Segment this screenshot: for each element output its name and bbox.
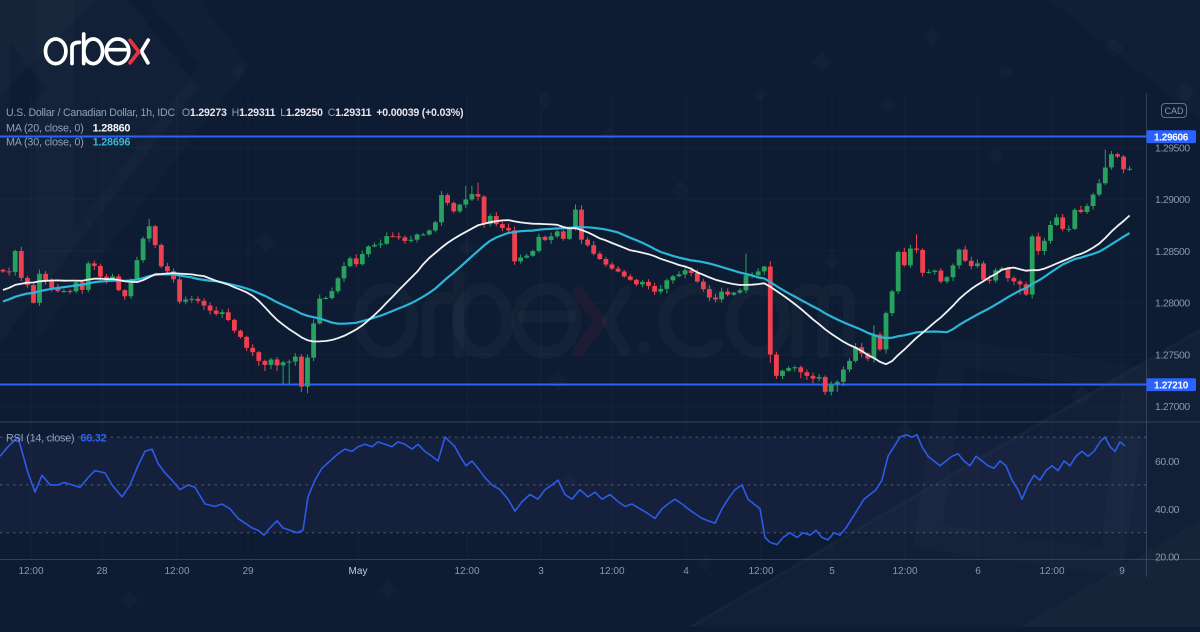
svg-text:12:00: 12:00 bbox=[1039, 566, 1064, 577]
svg-text:29: 29 bbox=[242, 566, 254, 577]
svg-text:12:00: 12:00 bbox=[454, 566, 479, 577]
svg-text:9: 9 bbox=[1119, 566, 1125, 577]
svg-text:1.27000: 1.27000 bbox=[1155, 402, 1190, 413]
svg-text:1.28000: 1.28000 bbox=[1155, 299, 1190, 310]
svg-text:MA (30, close, 0)1.28696: MA (30, close, 0) 1.28696 bbox=[6, 137, 130, 149]
svg-text:1.29000: 1.29000 bbox=[1155, 195, 1190, 206]
svg-text:1.29606: 1.29606 bbox=[1154, 133, 1189, 144]
svg-text:20.00: 20.00 bbox=[1155, 553, 1180, 564]
svg-text:RSI (14, close)66.32: RSI (14, close) 66.32 bbox=[6, 433, 107, 445]
svg-text:12:00: 12:00 bbox=[748, 566, 773, 577]
svg-text:1.29500: 1.29500 bbox=[1155, 144, 1190, 155]
svg-text:5: 5 bbox=[829, 566, 835, 577]
svg-text:3: 3 bbox=[538, 566, 544, 577]
svg-text:1.27210: 1.27210 bbox=[1154, 381, 1189, 392]
svg-text:CAD: CAD bbox=[1164, 106, 1184, 116]
svg-text:1.28500: 1.28500 bbox=[1155, 247, 1190, 258]
svg-text:12:00: 12:00 bbox=[892, 566, 917, 577]
svg-text:1.27500: 1.27500 bbox=[1155, 351, 1190, 362]
svg-text:6: 6 bbox=[975, 566, 981, 577]
svg-text:40.00: 40.00 bbox=[1155, 505, 1180, 516]
svg-text:60.00: 60.00 bbox=[1155, 457, 1180, 468]
svg-text:12:00: 12:00 bbox=[18, 566, 43, 577]
svg-text:MA (20, close, 0)1.28860: MA (20, close, 0) 1.28860 bbox=[6, 123, 130, 135]
svg-text:12:00: 12:00 bbox=[164, 566, 189, 577]
svg-text:4: 4 bbox=[683, 566, 689, 577]
svg-text:12:00: 12:00 bbox=[599, 566, 624, 577]
svg-text:U.S. Dollar / Canadian Dollar,: U.S. Dollar / Canadian Dollar, 1h, IDC O1… bbox=[6, 107, 463, 119]
svg-text:28: 28 bbox=[96, 566, 108, 577]
svg-text:May: May bbox=[349, 566, 368, 577]
